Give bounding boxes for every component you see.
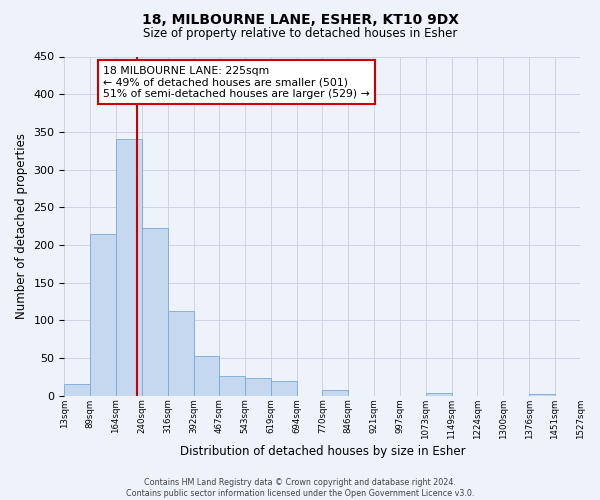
Bar — [322, 390, 349, 396]
Text: Size of property relative to detached houses in Esher: Size of property relative to detached ho… — [143, 28, 457, 40]
Text: Contains HM Land Registry data © Crown copyright and database right 2024.
Contai: Contains HM Land Registry data © Crown c… — [126, 478, 474, 498]
Bar — [116, 140, 142, 396]
Bar — [142, 228, 167, 396]
Bar — [529, 394, 554, 396]
Bar — [91, 234, 116, 396]
Bar — [426, 393, 452, 396]
Bar — [194, 356, 219, 396]
Bar — [167, 310, 194, 396]
Bar — [219, 376, 245, 396]
Text: 18, MILBOURNE LANE, ESHER, KT10 9DX: 18, MILBOURNE LANE, ESHER, KT10 9DX — [142, 12, 458, 26]
Bar — [245, 378, 271, 396]
X-axis label: Distribution of detached houses by size in Esher: Distribution of detached houses by size … — [179, 444, 465, 458]
Bar — [271, 380, 296, 396]
Text: 18 MILBOURNE LANE: 225sqm
← 49% of detached houses are smaller (501)
51% of semi: 18 MILBOURNE LANE: 225sqm ← 49% of detac… — [103, 66, 370, 98]
Y-axis label: Number of detached properties: Number of detached properties — [15, 133, 28, 319]
Bar — [580, 394, 600, 396]
Bar — [64, 384, 91, 396]
